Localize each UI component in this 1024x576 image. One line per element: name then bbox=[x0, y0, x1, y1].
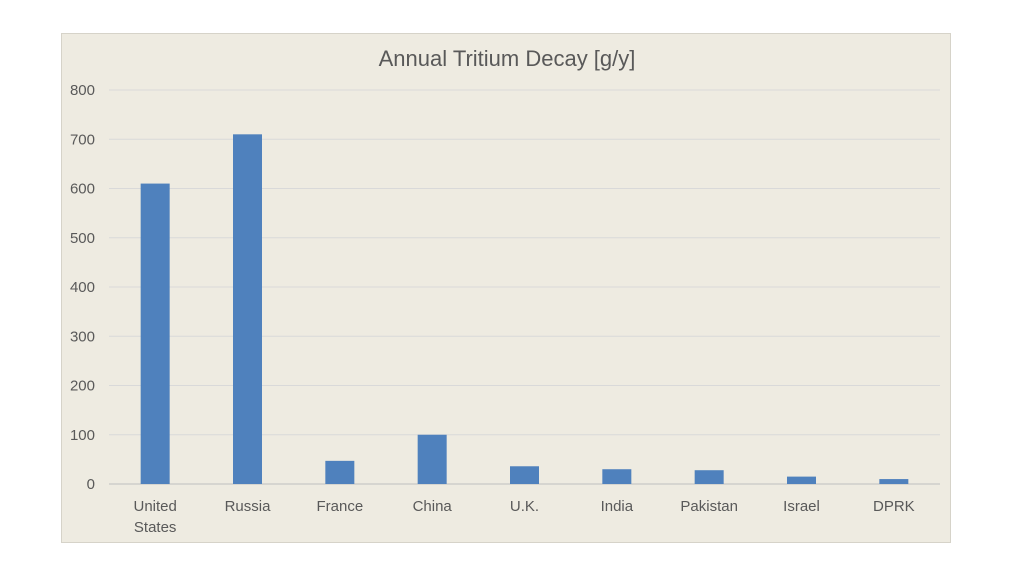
y-tick-label: 300 bbox=[70, 328, 95, 345]
bar bbox=[233, 134, 262, 484]
x-tick-label: China bbox=[413, 498, 453, 515]
y-tick-label: 500 bbox=[70, 230, 95, 247]
y-tick-label: 200 bbox=[70, 378, 95, 395]
y-tick-label: 800 bbox=[70, 82, 95, 99]
y-tick-label: 700 bbox=[70, 131, 95, 148]
chart-title: Annual Tritium Decay [g/y] bbox=[379, 46, 636, 71]
chart-panel: Annual Tritium Decay [g/y] 0 100 200 300 400… bbox=[61, 33, 951, 543]
y-tick-label: 400 bbox=[70, 279, 95, 296]
x-tick-label: India bbox=[601, 498, 634, 515]
bar bbox=[417, 434, 447, 484]
bar bbox=[602, 469, 632, 484]
x-tick-label: DPRK bbox=[873, 498, 915, 515]
bar bbox=[879, 479, 909, 484]
bar bbox=[694, 470, 724, 484]
bar-chart: Annual Tritium Decay [g/y] 0 100 200 300 400… bbox=[70, 46, 940, 536]
x-tick-label: U.K. bbox=[510, 498, 539, 515]
x-tick-label: United States bbox=[133, 498, 176, 536]
x-tick-label: France bbox=[316, 498, 363, 515]
x-tick-label: Russia bbox=[225, 498, 272, 515]
y-tick-label: 100 bbox=[70, 427, 95, 444]
x-tick-label: Pakistan bbox=[680, 498, 738, 515]
y-tick-label: 600 bbox=[70, 181, 95, 198]
bar bbox=[787, 476, 816, 484]
bar bbox=[140, 183, 170, 484]
x-tick-label: Israel bbox=[783, 498, 820, 515]
y-tick-label: 0 bbox=[87, 476, 95, 493]
bar bbox=[510, 466, 539, 484]
bar bbox=[325, 460, 355, 484]
